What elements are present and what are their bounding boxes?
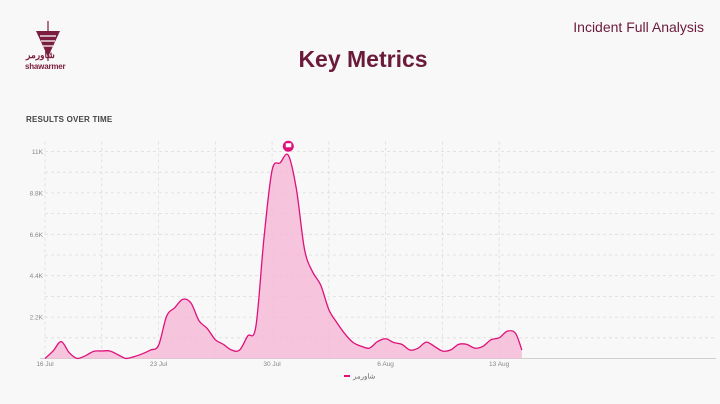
flag-icon [285, 143, 292, 150]
y-tick-label: 6.6K [30, 232, 44, 239]
page-title: Key Metrics [298, 46, 428, 72]
section-title: RESULTS OVER TIME [26, 115, 113, 124]
x-tick-label: 16 Jul [36, 361, 54, 368]
x-tick-label: 30 Jul [263, 361, 281, 368]
peak-flag-marker [282, 140, 294, 152]
x-tick-label: 6 Aug [377, 361, 394, 368]
y-tick-label: 8.8K [30, 190, 44, 197]
legend-item: شاورمر [344, 373, 376, 381]
y-tick-label: 4.4K [30, 273, 44, 280]
series-area [45, 154, 522, 359]
brand-logo [36, 21, 60, 61]
report-title: Incident Full Analysis [573, 19, 704, 35]
brand-name-arabic: شاورمر [26, 50, 55, 60]
x-tick-label: 23 Jul [150, 361, 168, 368]
legend-label: شاورمر [352, 373, 376, 381]
results-over-time-chart: 2.2K 4.4K 6.6K 8.8K 11K 16 Jul 23 Jul 30 Jul 6 A… [30, 140, 716, 381]
brand-name: shawarmer [25, 62, 66, 71]
y-tick-label: 11K [32, 149, 44, 156]
y-tick-label: 2.2K [30, 315, 44, 322]
series-line [44, 153, 523, 360]
x-tick-label: 13 Aug [489, 361, 510, 368]
